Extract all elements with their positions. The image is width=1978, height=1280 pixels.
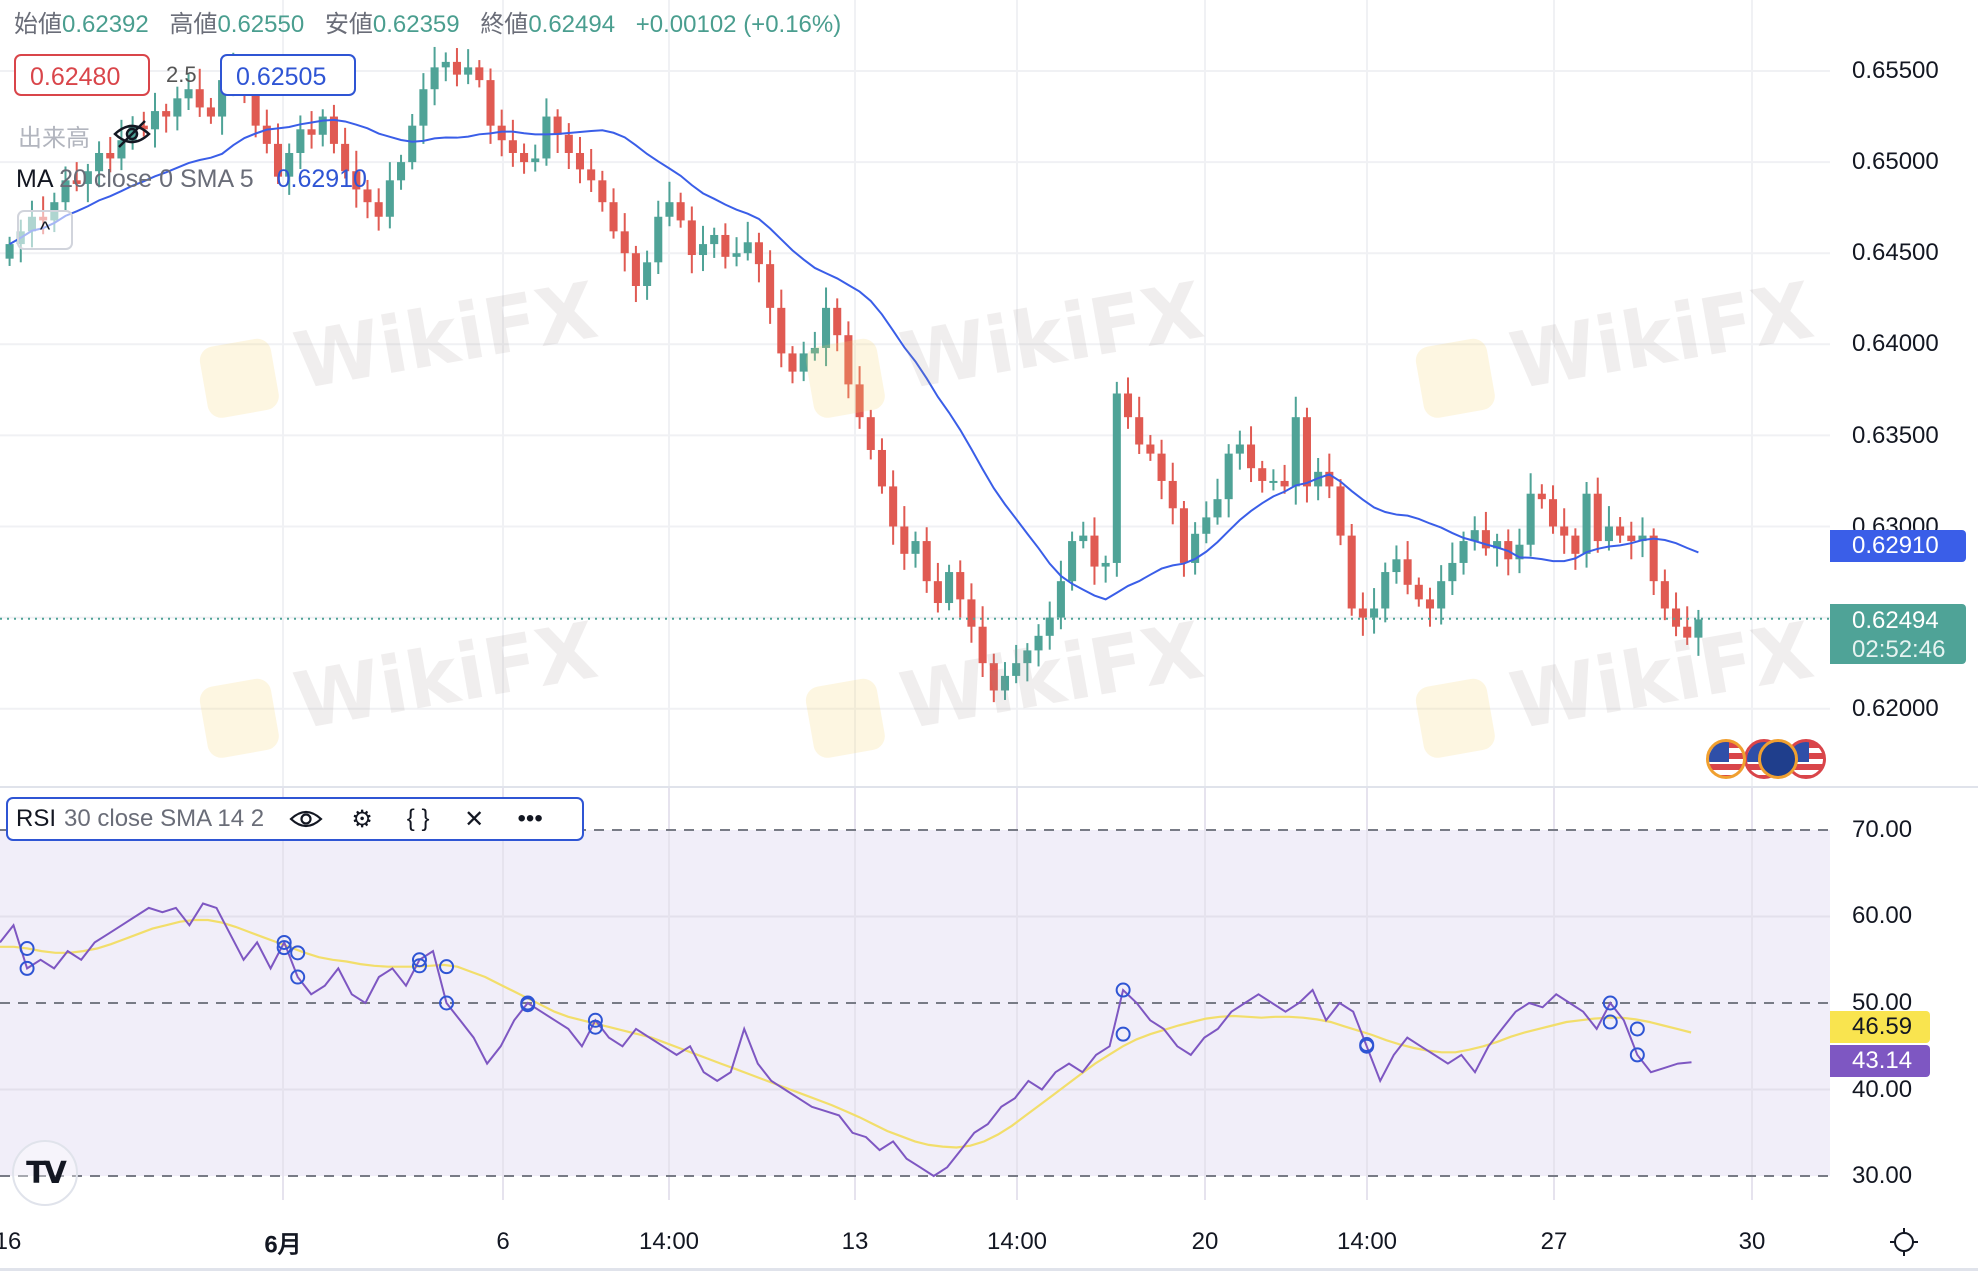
rsi-axis-label: 60.00: [1852, 902, 1913, 929]
open-value: 0.62392: [62, 11, 149, 38]
time-axis-label: 16: [0, 1228, 22, 1255]
volume-legend: 出来高: [18, 125, 90, 152]
rsi-chart[interactable]: [0, 788, 1978, 1200]
low-value: 0.62359: [372, 11, 460, 38]
high-value: 0.62550: [217, 11, 305, 38]
rsi-title: RSI: [16, 805, 57, 832]
rsi-value-tag: 43.14: [1830, 1045, 1930, 1077]
price-axis-label: 0.63500: [1852, 422, 1939, 449]
wikifx-logo-icon: [197, 336, 281, 420]
low-label: 安値: [324, 11, 373, 38]
collapse-legend-button[interactable]: ^: [17, 210, 73, 250]
rsi-params: 30 close SMA 14 2: [64, 805, 265, 832]
price-axis-label: 0.65000: [1852, 148, 1939, 175]
wikifx-logo-icon: [1413, 676, 1497, 760]
ma-price-tag: 0.62910: [1830, 530, 1966, 562]
price-axis-label: 0.64500: [1852, 239, 1939, 266]
close-value: 0.62494: [528, 11, 616, 38]
price-pane[interactable]: [0, 0, 1978, 786]
wikifx-logo-icon: [803, 336, 887, 420]
ma-params: 20 close 0 SMA 5: [59, 165, 254, 193]
time-axis-label: 6: [496, 1228, 510, 1255]
rsi-axis-label: 40.00: [1852, 1076, 1913, 1103]
ohlc-legend: 始値0.62392 高値0.62550 安値0.62359 終値0.62494 …: [14, 4, 855, 39]
eye-icon[interactable]: [286, 801, 326, 837]
last-price: 0.62494: [1852, 607, 1939, 634]
price-axis-label: 0.65500: [1852, 57, 1939, 84]
wikifx-logo-icon: [803, 676, 887, 760]
rsi-legend[interactable]: RSI 30 close SMA 14 2 ⚙ { } ✕ •••: [6, 797, 584, 841]
braces-icon[interactable]: { }: [406, 805, 430, 832]
time-axis-label: 20: [1191, 1228, 1219, 1255]
ma-title: MA: [16, 165, 53, 193]
time-axis-label: 13: [841, 1228, 869, 1255]
sell-button[interactable]: 0.62480: [14, 54, 150, 96]
pane-divider[interactable]: [0, 786, 1978, 788]
bar-countdown: 02:52:46: [1852, 636, 1946, 663]
candlestick-chart[interactable]: [0, 0, 1978, 786]
wikifx-logo-icon: [197, 676, 281, 760]
close-label: 終値: [480, 11, 529, 38]
wikifx-logo-icon: [1413, 336, 1497, 420]
rsi-ma-tag: 46.59: [1830, 1011, 1930, 1043]
last-price-tag: 0.62494 02:52:46: [1830, 604, 1966, 664]
time-axis-label: 14:00: [986, 1228, 1048, 1255]
eye-off-icon[interactable]: [112, 118, 152, 155]
ma-value: 0.62910: [276, 165, 367, 193]
spread-value: 2.5: [166, 62, 197, 87]
rsi-pane[interactable]: [0, 788, 1978, 1200]
open-label: 始値: [14, 11, 62, 38]
us-flag-icon[interactable]: [1706, 739, 1746, 779]
economic-events[interactable]: [1706, 739, 1826, 781]
gear-icon[interactable]: ⚙: [351, 805, 373, 833]
more-icon[interactable]: •••: [517, 805, 543, 832]
high-label: 高値: [169, 11, 218, 38]
chevron-up-icon: ^: [39, 217, 51, 242]
bottom-border: [0, 1268, 1978, 1271]
rsi-axis-label: 30.00: [1852, 1162, 1913, 1189]
time-axis-label: 14:00: [1336, 1228, 1398, 1255]
close-icon[interactable]: ✕: [464, 805, 485, 833]
time-axis-label: 14:00: [638, 1228, 700, 1255]
change-value: +0.00102 (+0.16%): [635, 11, 842, 38]
time-axis-label: 6月: [264, 1231, 302, 1259]
buy-button[interactable]: 0.62505: [220, 54, 356, 96]
time-axis-label: 30: [1738, 1228, 1766, 1255]
ma-legend[interactable]: MA 20 close 0 SMA 5 0.62910: [16, 165, 367, 194]
chart-settings-icon[interactable]: [1888, 1226, 1920, 1263]
rsi-axis-label: 70.00: [1852, 816, 1913, 843]
price-axis-label: 0.64000: [1852, 330, 1939, 357]
tradingview-logo[interactable]: TV: [12, 1140, 78, 1206]
nz-flag-icon[interactable]: [1758, 739, 1798, 779]
price-axis-label: 0.62000: [1852, 695, 1939, 722]
time-axis-label: 27: [1540, 1228, 1568, 1255]
